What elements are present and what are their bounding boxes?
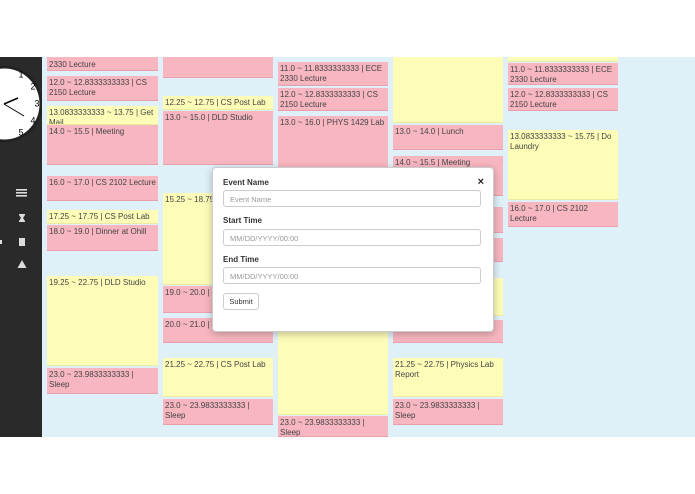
event[interactable]: 12.0 ~ 12.8333333333 | CS 2150 Lecture (47, 76, 158, 101)
event[interactable]: 14.0 ~ 15.5 | Meeting (47, 125, 158, 165)
event[interactable]: 19.25 ~ 22.75 | DLD Studio (47, 276, 158, 366)
event[interactable]: 13.0833333333 ~ 13.75 | Get Mail (47, 106, 158, 125)
sidebar-icons (0, 189, 27, 268)
event[interactable]: 13.0 ~ 16.0 | PHYS 1429 Lab (278, 116, 388, 168)
event[interactable]: 12.25 ~ 12.75 | CS Post Lab (163, 96, 273, 110)
clock-numeral: 4 (30, 115, 35, 125)
event[interactable] (163, 57, 273, 78)
event[interactable]: 16.0 ~ 17.0 | CS 2102 Lecture (47, 176, 158, 201)
event[interactable]: 23.0 ~ 23.9833333333 | Sleep (163, 399, 273, 425)
book-icon[interactable] (19, 238, 25, 246)
menu-icon[interactable] (16, 189, 27, 197)
hourglass-icon[interactable] (19, 214, 25, 222)
text-input[interactable]: MM/DD/YYYY/00:00 (223, 267, 481, 284)
warning-icon[interactable] (17, 260, 27, 268)
clock-numeral: 1 (18, 69, 23, 79)
event[interactable]: 13.0833333333 ~ 15.75 | Do Laundry (508, 130, 618, 200)
event[interactable]: 2330 Lecture (47, 57, 158, 71)
field-label: End Time (223, 255, 259, 264)
event[interactable] (508, 57, 618, 62)
event[interactable]: 13.0 ~ 15.0 | DLD Studio (163, 111, 273, 165)
clock: 1 2 3 4 5 (0, 65, 43, 143)
event[interactable]: 23.0 ~ 23.9833333333 | Sleep (393, 399, 503, 425)
event[interactable]: 18.0 ~ 19.0 | Dinner at Ohill (47, 225, 158, 251)
text-input[interactable]: MM/DD/YYYY/00:00 (223, 229, 481, 246)
clock-numeral: 5 (18, 127, 23, 137)
clock-numeral: 3 (34, 98, 39, 108)
event[interactable]: 12.0 ~ 12.8333333333 | CS 2150 Lecture (508, 88, 618, 111)
field-label: Start Time (223, 216, 262, 225)
event[interactable]: 11.0 ~ 11.8333333333 | ECE 2330 Lecture (278, 62, 388, 86)
close-button[interactable]: × (477, 176, 484, 188)
edge-icon (0, 240, 2, 244)
event[interactable]: 23.0 ~ 23.9833333333 | Sleep (278, 416, 388, 437)
event[interactable]: 12.0 ~ 12.8333333333 | CS 2150 Lecture (278, 88, 388, 111)
event[interactable] (393, 57, 503, 123)
event-dialog: Event Name × Event Name Start Time MM/DD… (212, 167, 494, 332)
clock-numeral: 2 (30, 81, 35, 91)
submit-button[interactable]: Submit (223, 293, 259, 310)
event[interactable]: 17.25 ~ 17.75 | CS Post Lab (47, 210, 158, 224)
event[interactable]: 16.0 ~ 17.0 | CS 2102 Lecture (508, 202, 618, 227)
event[interactable]: 21.25 ~ 22.75 | Physics Lab Report (393, 358, 503, 397)
event[interactable]: 13.0 ~ 14.0 | Lunch (393, 125, 503, 150)
event[interactable]: 21.25 ~ 22.75 | CS Post Lab (163, 358, 273, 397)
event[interactable]: 11.0 ~ 11.8333333333 | ECE 2330 Lecture (508, 63, 618, 85)
field-label: Event Name (223, 178, 269, 187)
text-input[interactable]: Event Name (223, 190, 481, 207)
event[interactable]: 23.0 ~ 23.9833333333 | Sleep (47, 368, 158, 394)
